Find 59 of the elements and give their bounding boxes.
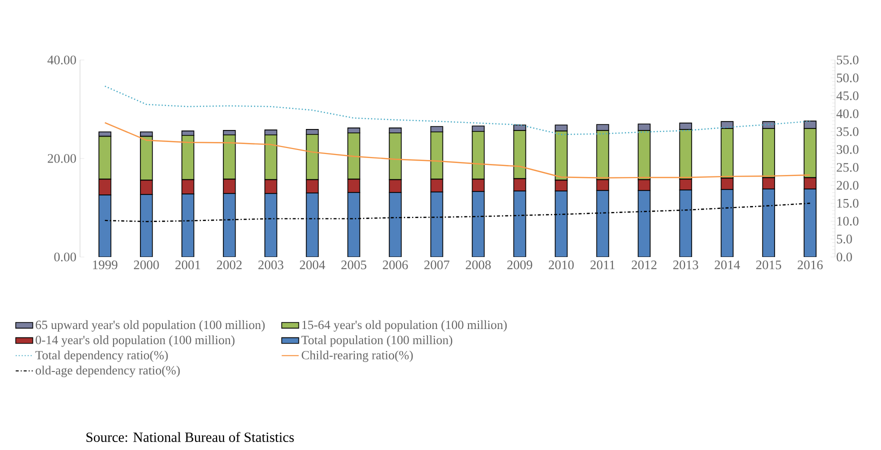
legend-label: Total dependency ratio(%): [35, 350, 168, 362]
legend-label: 15-64 year's old population (100 million): [302, 320, 507, 332]
y2-tick-label: 10.0: [837, 216, 858, 226]
x-tick-label: 2013: [673, 260, 698, 270]
y2-tick-label: 50.0: [836, 74, 858, 82]
y-tick-label: 40.00: [47, 56, 76, 64]
x-tick-label: 2005: [341, 260, 366, 270]
line-series: [104, 122, 811, 178]
bar: [762, 188, 776, 257]
legend-label: 65 upward year's old population (100 million): [36, 320, 265, 332]
bar: [638, 190, 651, 257]
legend-label: Child-rearing ratio(%): [302, 350, 413, 362]
x-tick-label: 2000: [134, 260, 159, 270]
x-tick-label: 2002: [216, 260, 242, 270]
bar: [679, 190, 692, 257]
x-tick-label: 2010: [548, 260, 574, 270]
y2-tick-label: 35.0: [836, 127, 858, 136]
x-tick-label: 2014: [714, 260, 740, 270]
x-tick-label: 2006: [382, 260, 408, 270]
source-note: Source: National Bureau of Statistics: [86, 432, 294, 442]
y-tick-label: 20.00: [48, 154, 76, 163]
x-tick-label: 2008: [466, 260, 491, 270]
legend-label: 0-14 year's old population (100 million): [36, 335, 234, 347]
line-series: [104, 86, 811, 136]
x-tick-label: 2007: [424, 260, 450, 270]
x-tick-label: 2004: [300, 260, 326, 270]
bar: [98, 194, 112, 257]
x-tick-label: 2009: [507, 260, 532, 270]
y2-tick-label: 55.0: [836, 56, 858, 64]
legend-label: Total population (100 million): [301, 335, 452, 347]
bar: [472, 191, 485, 257]
bar: [222, 193, 236, 257]
y2-tick-label: 15.0: [837, 198, 858, 208]
bar: [513, 190, 526, 257]
y-tick-label: 0.00: [54, 252, 76, 262]
bar: [388, 192, 402, 257]
bar: [554, 190, 568, 257]
x-tick-label: 2015: [756, 260, 782, 270]
y2-tick-label: 25.0: [836, 163, 858, 172]
x-tick-label: 2012: [632, 260, 656, 270]
legend-label: old-age dependency ratio(%): [36, 366, 180, 378]
bar: [596, 190, 610, 257]
bar: [306, 192, 319, 257]
bar: [720, 189, 734, 257]
y2-tick-label: 0.0: [836, 252, 852, 262]
x-tick-label: 2011: [590, 260, 615, 270]
bar: [347, 192, 360, 257]
x-tick-label: 2003: [258, 260, 284, 270]
y2-tick-label: 45.0: [836, 91, 858, 100]
y2-tick-label: 40.0: [836, 109, 858, 118]
x-tick-label: 2016: [798, 260, 823, 270]
y2-tick-label: 30.0: [836, 145, 858, 154]
y2-tick-label: 5.0: [836, 234, 852, 244]
y2-tick-label: 20.0: [836, 180, 858, 190]
x-tick-label: 2001: [175, 260, 200, 270]
bar: [804, 188, 817, 257]
x-tick-label: 1999: [93, 260, 118, 270]
bar: [264, 193, 278, 257]
bar: [430, 192, 444, 257]
